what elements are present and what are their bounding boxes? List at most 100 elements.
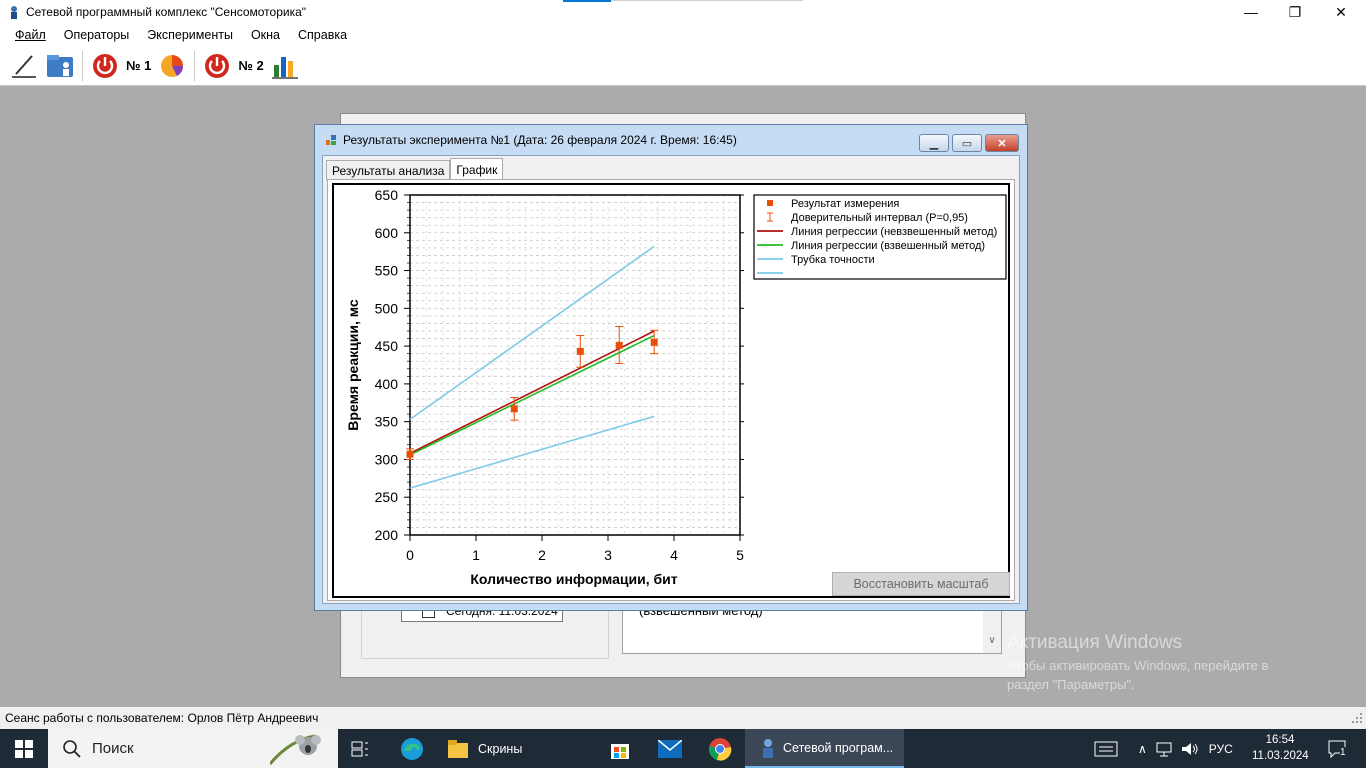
menu-file[interactable]: Файл xyxy=(15,28,46,42)
legend-label: Результат измерения xyxy=(791,198,899,210)
window-title: Сетевой программный комплекс "Сенсомотор… xyxy=(26,5,307,19)
taskbar-app-label: Скрины xyxy=(478,741,523,756)
chart-bar-icon[interactable] xyxy=(269,50,301,82)
dialog-close-button[interactable]: ✕ xyxy=(985,134,1019,152)
store-icon[interactable] xyxy=(600,729,640,768)
menu-experiments[interactable]: Эксперименты xyxy=(147,28,233,42)
menu-help[interactable]: Справка xyxy=(298,28,348,42)
volume-icon[interactable] xyxy=(1181,741,1199,757)
experiment-2-label: № 2 xyxy=(238,58,264,73)
results-dialog[interactable]: Результаты эксперимента №1 (Дата: 26 фев… xyxy=(314,124,1028,611)
tab-chart[interactable]: График xyxy=(450,158,504,180)
watermark-line3: раздел "Параметры". xyxy=(1007,677,1135,692)
taskbar-app-label: Сетевой програм... xyxy=(783,740,894,755)
chart-frame: 200 250 300 350 400 450 500 550 600 650 0 1 2 3 4 5 Коли… xyxy=(332,183,1010,598)
status-text: Сеанс работы с пользователем: Орлов Пётр… xyxy=(5,711,319,725)
language-indicator[interactable]: РУС xyxy=(1208,741,1233,756)
power-icon[interactable] xyxy=(201,50,233,82)
menu-bar: Файл Операторы Эксперименты Окна Справка xyxy=(0,24,1366,46)
taskbar-app-screenshots[interactable]: Скрины xyxy=(440,729,600,768)
y-tick-label: 600 xyxy=(375,225,399,241)
experiment-1-label: № 1 xyxy=(126,58,152,73)
tab-strip: Результаты анализа График xyxy=(326,158,504,180)
chrome-icon[interactable] xyxy=(700,729,740,768)
koala-icon xyxy=(270,734,321,765)
size-grip-icon[interactable] xyxy=(1350,711,1364,725)
legend-label: Доверительный интервал (P=0,95) xyxy=(791,212,968,224)
data-point xyxy=(510,405,518,413)
taskbar-accent xyxy=(563,0,611,2)
watermark-line1: Активация Windows xyxy=(1007,632,1183,653)
folder-icon xyxy=(448,739,468,758)
notification-count: 1 xyxy=(1340,747,1346,758)
status-bar: Сеанс работы с пользователем: Орлов Пётр… xyxy=(0,707,1366,729)
tray-area: ∧ РУС xyxy=(1094,729,1233,768)
taskbar: Поиск Скрины Сетевой програм... ∧ РУС 16… xyxy=(0,729,1366,768)
minimize-button[interactable]: — xyxy=(1244,4,1258,20)
legend-label: Трубка точности xyxy=(791,254,875,266)
app-icon xyxy=(11,6,17,19)
chart-pie-icon[interactable] xyxy=(156,50,188,82)
chevron-up-icon[interactable]: ∧ xyxy=(1138,741,1147,756)
x-tick-label: 1 xyxy=(472,547,480,563)
y-tick-label: 450 xyxy=(375,338,399,354)
y-tick-label: 400 xyxy=(375,376,399,392)
toolbar-separator xyxy=(194,50,196,81)
y-tick-label: 500 xyxy=(375,300,399,316)
y-tick-label: 200 xyxy=(375,527,399,543)
edge-icon[interactable] xyxy=(392,729,432,768)
series-line-3 xyxy=(409,334,655,456)
watermark-line2: Чтобы активировать Windows, перейдите в xyxy=(1007,658,1269,673)
dialog-minimize-button[interactable]: ▁ xyxy=(919,134,949,152)
y-axis-label: Время реакции, мс xyxy=(345,299,361,431)
start-button[interactable] xyxy=(0,729,48,768)
windows-icon xyxy=(15,739,33,758)
restore-scale-button[interactable]: Восстановить масштаб xyxy=(832,572,1010,596)
y-tick-label: 650 xyxy=(375,187,399,203)
power-icon[interactable] xyxy=(89,50,121,82)
dialog-titlebar: Результаты эксперимента №1 (Дата: 26 фев… xyxy=(315,125,1027,155)
plot-area-border xyxy=(409,194,741,536)
y-tick-label: 350 xyxy=(375,414,399,430)
taskbar-app-sensomotorika[interactable]: Сетевой програм... xyxy=(745,729,904,768)
keyboard-icon[interactable] xyxy=(1094,741,1118,757)
mail-icon[interactable] xyxy=(650,729,690,768)
y-tick-label: 250 xyxy=(375,489,399,505)
regression-chart[interactable]: 200 250 300 350 400 450 500 550 600 650 0 1 2 3 4 5 Коли… xyxy=(334,185,1008,596)
search-icon xyxy=(63,739,81,758)
x-tick-label: 2 xyxy=(538,547,546,563)
dialog-maximize-button[interactable]: ▭ xyxy=(952,134,982,152)
series-line-2 xyxy=(409,330,655,455)
task-view-icon[interactable] xyxy=(340,729,380,768)
legend-marker xyxy=(767,200,773,206)
x-tick-label: 0 xyxy=(406,547,414,563)
close-button[interactable]: ✕ xyxy=(1335,3,1347,20)
activation-watermark: Активация Windows Чтобы активировать Win… xyxy=(1007,632,1268,692)
x-tick-label: 4 xyxy=(670,547,678,563)
dialog-title: Результаты эксперимента №1 (Дата: 26 фев… xyxy=(343,133,737,147)
y-tick-label: 550 xyxy=(375,263,399,279)
title-divider xyxy=(611,0,803,1)
clock-time: 16:54 xyxy=(1265,734,1295,746)
data-point xyxy=(615,341,623,349)
data-point xyxy=(650,338,658,346)
maximize-button[interactable]: ❐ xyxy=(1288,3,1302,20)
menu-windows[interactable]: Окна xyxy=(250,28,280,42)
legend-label: Линия регрессии (взвешенный метод) xyxy=(791,240,985,252)
operators-folder-icon[interactable] xyxy=(44,50,76,82)
pen-icon[interactable] xyxy=(8,50,40,82)
menu-operators[interactable]: Операторы xyxy=(63,28,130,42)
y-tick-label: 300 xyxy=(375,451,399,467)
app-icon xyxy=(763,738,773,758)
notification-icon[interactable]: 1 xyxy=(1318,729,1358,768)
dialog-content: Результаты анализа График 200 250 300 350 40… xyxy=(322,155,1020,604)
data-point xyxy=(576,347,584,355)
taskbar-search[interactable]: Поиск xyxy=(48,729,338,768)
x-tick-label: 3 xyxy=(604,547,612,563)
clock[interactable]: 16:54 11.03.2024 xyxy=(1252,732,1309,764)
toolbar-separator xyxy=(82,50,83,81)
series-line-4 xyxy=(409,245,655,421)
network-icon[interactable] xyxy=(1155,741,1173,757)
tab-analysis-results[interactable]: Результаты анализа xyxy=(326,160,451,180)
x-axis-label: Количество информации, бит xyxy=(470,571,677,587)
